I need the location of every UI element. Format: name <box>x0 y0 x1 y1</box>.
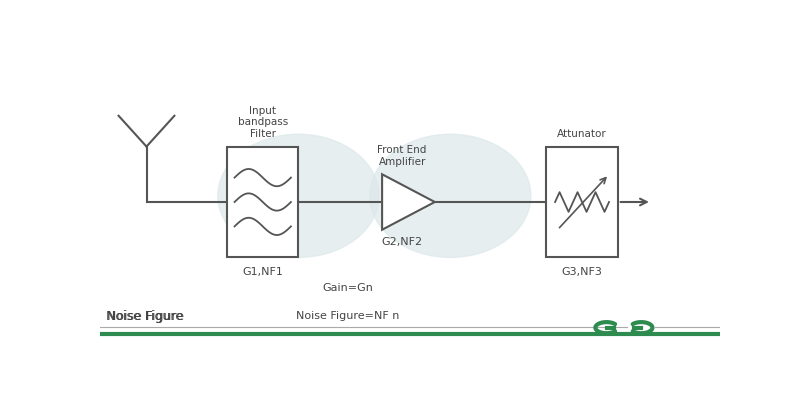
Polygon shape <box>382 174 435 230</box>
Text: G1,NF1: G1,NF1 <box>242 267 283 277</box>
Text: Noise Figure: Noise Figure <box>106 310 183 323</box>
Bar <box>227 146 298 258</box>
Text: Gain=Gn: Gain=Gn <box>322 283 374 293</box>
Text: Input
bandpass
Filter: Input bandpass Filter <box>238 106 288 139</box>
Ellipse shape <box>370 134 531 258</box>
Text: Attunator: Attunator <box>557 129 607 139</box>
Bar <box>546 146 618 258</box>
Text: Noise Figure: Noise Figure <box>107 310 185 323</box>
Text: Noise Figure=NF n: Noise Figure=NF n <box>296 311 400 321</box>
Text: G2,NF2: G2,NF2 <box>382 238 422 248</box>
Text: G3,NF3: G3,NF3 <box>562 267 602 277</box>
Text: Front End
Amplifier: Front End Amplifier <box>378 145 427 166</box>
Ellipse shape <box>218 134 379 258</box>
